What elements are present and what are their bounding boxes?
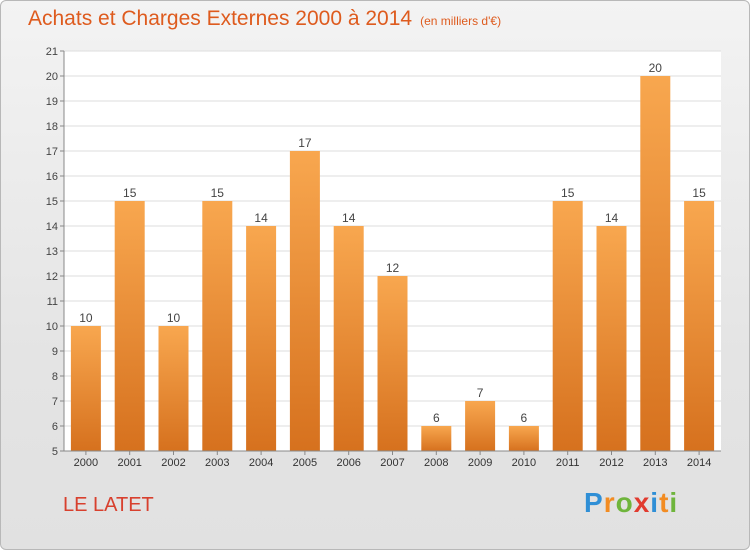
bar [465, 401, 496, 451]
y-tick-label: 12 [46, 271, 58, 283]
y-tick-label: 10 [46, 321, 58, 333]
data-label: 14 [342, 211, 356, 225]
y-tick-label: 9 [52, 346, 58, 358]
y-tick-label: 18 [46, 121, 58, 133]
data-label: 17 [298, 136, 312, 150]
bar [684, 201, 715, 451]
y-tick-label: 19 [46, 96, 58, 108]
x-tick-label: 2004 [249, 457, 273, 469]
x-tick-label: 2013 [643, 457, 667, 469]
bar [333, 226, 364, 451]
data-label: 14 [605, 211, 619, 225]
logo-letter: i [669, 487, 679, 518]
y-tick-label: 5 [52, 446, 58, 458]
x-tick-label: 2000 [74, 457, 98, 469]
x-tick-label: 2006 [336, 457, 360, 469]
title-text: Achats et Charges Externes 2000 à 2014 [28, 7, 413, 30]
logo-letter: P [584, 487, 604, 518]
data-label: 12 [386, 261, 400, 275]
y-tick-label: 14 [46, 221, 58, 233]
y-tick-label: 20 [46, 71, 58, 83]
data-label: 10 [167, 311, 181, 325]
x-tick-label: 2014 [687, 457, 711, 469]
bar [70, 326, 101, 451]
x-tick-label: 2010 [512, 457, 536, 469]
bar [246, 226, 277, 451]
y-tick-label: 13 [46, 246, 58, 258]
y-tick-label: 17 [46, 146, 58, 158]
logo-letter: t [659, 487, 670, 518]
bar [640, 76, 671, 451]
bar [596, 226, 627, 451]
logo-letter: x [633, 487, 651, 518]
logo-letter: i [650, 487, 660, 518]
x-tick-label: 2001 [117, 457, 141, 469]
chart-subtitle: (en milliers d'€) [420, 14, 502, 28]
bar [114, 201, 145, 451]
data-label: 15 [692, 186, 706, 200]
data-label: 15 [561, 186, 575, 200]
logo-letter: r [603, 487, 616, 518]
data-label: 15 [211, 186, 225, 200]
x-tick-label: 2002 [161, 457, 185, 469]
x-tick-label: 2005 [293, 457, 317, 469]
data-label: 6 [521, 411, 528, 425]
data-label: 14 [254, 211, 268, 225]
y-tick-label: 11 [47, 296, 58, 308]
y-tick-label: 21 [46, 46, 58, 58]
data-label: 7 [477, 386, 484, 400]
y-tick-label: 8 [52, 371, 58, 383]
x-tick-label: 2012 [599, 457, 623, 469]
y-tick-label: 15 [46, 196, 58, 208]
bar [377, 276, 408, 451]
data-label: 15 [123, 186, 137, 200]
x-tick-label: 2008 [424, 457, 448, 469]
data-label: 6 [433, 411, 440, 425]
y-tick-label: 16 [46, 171, 58, 183]
bar [508, 426, 539, 451]
bar [158, 326, 189, 451]
y-tick-label: 6 [52, 421, 58, 433]
bar [421, 426, 452, 451]
bar [202, 201, 233, 451]
x-tick-label: 2011 [556, 457, 580, 469]
x-tick-label: 2007 [380, 457, 404, 469]
bar [289, 151, 320, 451]
proxiti-logo: Proxiti [584, 487, 678, 519]
data-label: 20 [649, 61, 663, 75]
commune-name: LE LATET [63, 494, 154, 516]
logo-letter: o [615, 487, 634, 518]
chart-title: Achats et Charges Externes 2000 à 2014 (e… [28, 7, 501, 31]
bar [552, 201, 583, 451]
data-label: 10 [79, 311, 93, 325]
y-tick-label: 7 [52, 396, 58, 408]
x-tick-label: 2003 [205, 457, 229, 469]
x-tick-label: 2009 [468, 457, 492, 469]
